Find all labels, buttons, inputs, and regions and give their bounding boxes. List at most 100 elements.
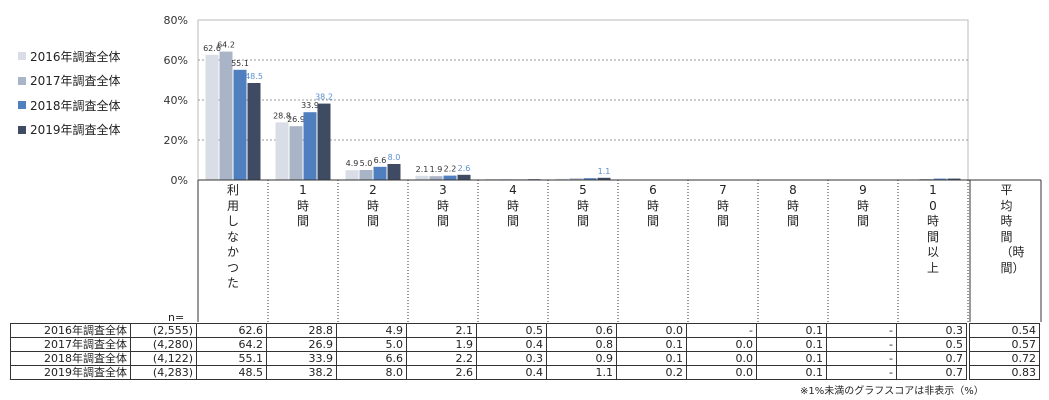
table-cell: 4.9 <box>336 323 407 338</box>
legend-label: 2016年調査全体 <box>30 49 121 64</box>
table-cell: 0.0 <box>616 323 687 338</box>
table-cell: 0.1 <box>756 337 827 352</box>
table-cell: 0.5 <box>896 337 967 352</box>
category-header: 9時間 <box>857 183 870 228</box>
legend-swatch <box>18 101 26 110</box>
row-n: (2,555) <box>130 323 197 338</box>
legend-item: 2017年調査全体 <box>18 69 121 94</box>
avg-cell: 0.72 <box>969 351 1040 366</box>
table-cell: 0.1 <box>616 351 687 366</box>
data-label: 4.9 <box>346 159 359 168</box>
table-cell: - <box>826 365 897 380</box>
bar <box>233 69 247 180</box>
legend-item: 2018年調査全体 <box>18 93 121 118</box>
data-label: 1.9 <box>430 165 443 174</box>
table-cell: - <box>686 323 757 338</box>
category-header: 3時間 <box>437 183 450 228</box>
legend: 2016年調査全体 2017年調査全体 2018年調査全体 2019年調査全体 <box>18 44 121 142</box>
bar <box>443 175 457 180</box>
y-tick-label: 60% <box>164 54 188 67</box>
bar <box>219 51 233 180</box>
bar <box>457 174 471 180</box>
table-cell: - <box>826 351 897 366</box>
data-label: 5.0 <box>360 159 373 168</box>
table-cell: - <box>826 323 897 338</box>
legend-item: 2016年調査全体 <box>18 44 121 69</box>
bar <box>289 126 303 180</box>
bar <box>429 176 443 180</box>
bar <box>373 166 387 180</box>
data-label: 2.1 <box>416 165 429 174</box>
data-label: 55.1 <box>231 59 249 68</box>
category-header: 8時間 <box>787 183 800 228</box>
bar <box>583 178 597 180</box>
data-label: 1.1 <box>598 167 611 176</box>
table-cell: 2.1 <box>406 323 477 338</box>
table-row: 2018年調査全体 (4,122) 55.1 33.9 6.6 2.2 0.3 0.9 0.1 0… <box>10 351 1040 366</box>
table-cell: 0.6 <box>546 323 617 338</box>
table-cell: 33.9 <box>266 351 337 366</box>
category-header: 7時間 <box>717 183 730 228</box>
table-cell: 0.1 <box>756 365 827 380</box>
data-label: 48.5 <box>245 72 263 81</box>
table-cell: 0.7 <box>896 365 967 380</box>
bar <box>359 170 373 180</box>
footnote: ※1%未満のグラフスコアは非表示（%） <box>800 386 984 397</box>
table-cell: 0.0 <box>686 351 757 366</box>
table-cell: 0.4 <box>476 337 547 352</box>
bar <box>597 177 611 180</box>
y-tick-label: 0% <box>171 174 188 187</box>
table-cell: 0.1 <box>756 351 827 366</box>
table-cell: 0.4 <box>476 365 547 380</box>
category-header: 1時間 <box>297 183 310 228</box>
table-cell: 1.1 <box>546 365 617 380</box>
avg-cell: 0.57 <box>969 337 1040 352</box>
data-label: 26.9 <box>287 115 305 124</box>
data-label: 33.9 <box>301 101 319 110</box>
row-n: (4,122) <box>130 351 197 366</box>
table-row: 2016年調査全体 (2,555) 62.6 28.8 4.9 2.1 0.5 0.6 0.0-… <box>10 323 1040 338</box>
row-label: 2018年調査全体 <box>10 351 131 366</box>
legend-label: 2017年調査全体 <box>30 74 121 89</box>
table-cell: 2.6 <box>406 365 477 380</box>
table-cell: 0.1 <box>756 323 827 338</box>
avg-cell: 0.83 <box>969 365 1040 380</box>
table-cell: 64.2 <box>196 337 267 352</box>
bar <box>555 178 569 180</box>
category-header: 平均時間（時間） <box>1000 183 1025 275</box>
table-cell: 6.6 <box>336 351 407 366</box>
data-table: 2016年調査全体 (2,555) 62.6 28.8 4.9 2.1 0.5 0.6 0.0-… <box>10 323 1040 380</box>
table-cell: 0.0 <box>686 365 757 380</box>
y-tick-label: 20% <box>164 134 188 147</box>
bar <box>387 164 401 180</box>
table-cell: 28.8 <box>266 323 337 338</box>
table-cell: 0.9 <box>546 351 617 366</box>
table-cell: 0.0 <box>686 337 757 352</box>
table-cell: - <box>826 337 897 352</box>
legend-swatch <box>18 125 26 134</box>
data-label: 2.2 <box>444 165 457 174</box>
table-cell: 0.5 <box>476 323 547 338</box>
bar <box>569 178 583 180</box>
row-label: 2016年調査全体 <box>10 323 131 338</box>
table-cell: 0.3 <box>896 323 967 338</box>
data-label: 38.2 <box>315 93 333 102</box>
bar <box>317 103 331 180</box>
bar <box>275 122 289 180</box>
y-tick-label: 40% <box>164 94 188 107</box>
table-cell: 26.9 <box>266 337 337 352</box>
table-cell: 0.7 <box>896 351 967 366</box>
bar <box>345 170 359 180</box>
table-cell: 0.1 <box>616 337 687 352</box>
row-n: (4,283) <box>130 365 197 380</box>
legend-swatch <box>18 52 26 61</box>
table-cell: 0.2 <box>616 365 687 380</box>
legend-label: 2019年調査全体 <box>30 123 121 138</box>
legend-item: 2019年調査全体 <box>18 118 121 143</box>
category-header: 5時間 <box>577 183 590 228</box>
legend-label: 2018年調査全体 <box>30 98 121 113</box>
row-label: 2019年調査全体 <box>10 365 131 380</box>
table-cell: 1.9 <box>406 337 477 352</box>
avg-cell: 0.54 <box>969 323 1040 338</box>
